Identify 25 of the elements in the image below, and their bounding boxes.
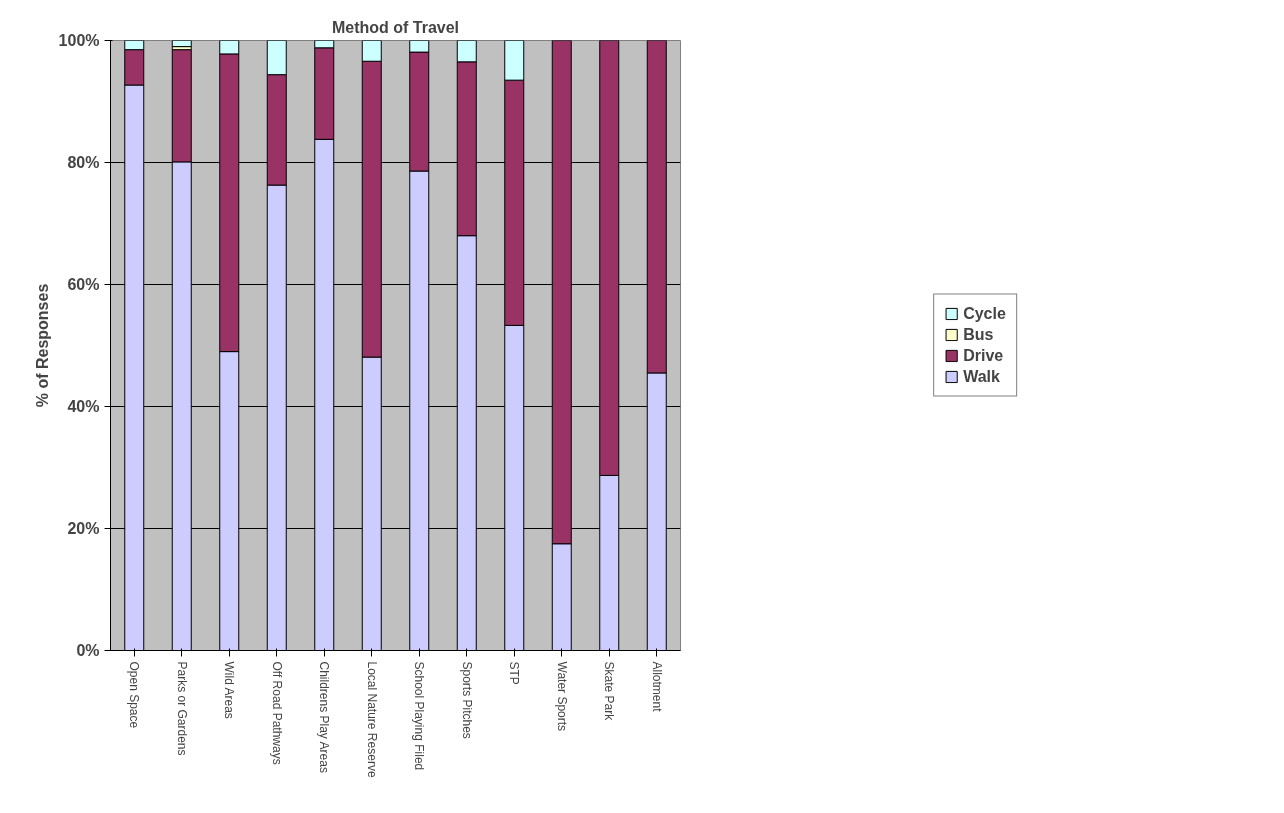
x-tick-label: Wild Areas (222, 661, 237, 719)
y-tick-label: 80% (67, 154, 100, 171)
x-tick-label: Parks or Gardens (174, 661, 189, 756)
legend-label: Cycle (963, 304, 1006, 323)
legend-label: Walk (963, 367, 1000, 386)
x-tick-label: STP (507, 661, 522, 685)
legend-label: Drive (963, 346, 1004, 365)
x-tick-label: School Playing Filed (412, 661, 427, 771)
y-axis-title: % of Responses (33, 283, 51, 408)
x-tick-label: Water Sports (554, 661, 569, 732)
y-tick-label: 20% (67, 520, 100, 537)
bar (171, 40, 192, 48)
legend-label: Bus (963, 325, 994, 344)
y-tick-label: 0% (76, 642, 100, 659)
y-tick-label: 40% (67, 398, 100, 415)
chart-title: Method of Travel (331, 18, 460, 36)
x-tick-label: Allotment (649, 661, 664, 713)
x-tick-label: Childrens Play Areas (317, 661, 332, 773)
x-tick-label: Off Road Pathways (269, 661, 284, 765)
x-tick-label: Open Space (127, 661, 142, 729)
x-tick-label: Local Nature Reserve (364, 661, 379, 778)
y-tick-label: 60% (67, 276, 100, 293)
y-tick-label: 100% (58, 32, 100, 49)
x-tick-label: Skate Park (602, 661, 617, 722)
x-tick-label: Sports Pitches (459, 661, 474, 739)
